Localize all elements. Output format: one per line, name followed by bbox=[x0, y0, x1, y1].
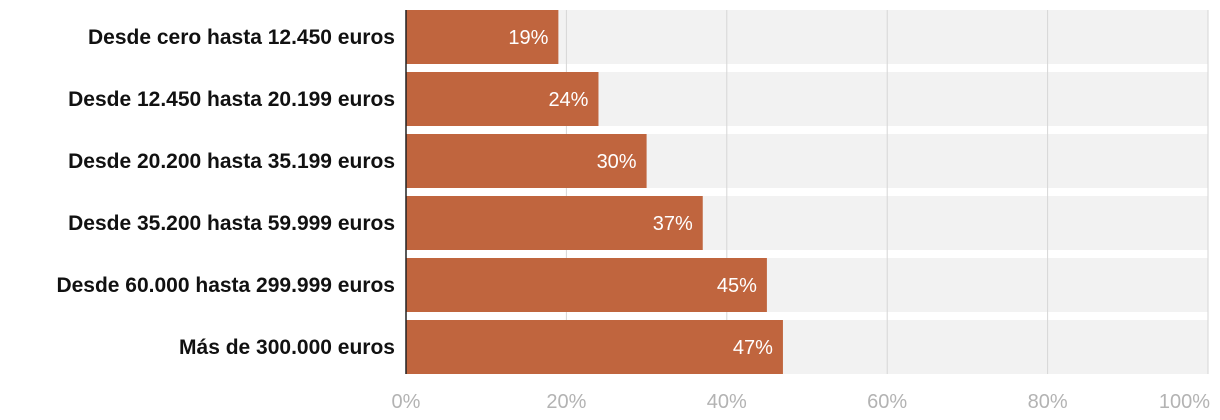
category-label: Desde cero hasta 12.450 euros bbox=[88, 26, 395, 49]
bar bbox=[406, 72, 599, 126]
x-tick-label: 40% bbox=[707, 391, 747, 413]
x-tick-label: 60% bbox=[867, 391, 907, 413]
value-label: 47% bbox=[733, 337, 773, 359]
bar bbox=[406, 258, 767, 312]
value-label: 37% bbox=[653, 213, 693, 235]
bar bbox=[406, 10, 559, 64]
value-labels: 19% 24% 30% 37% 45% 47% bbox=[508, 27, 773, 359]
bar bbox=[406, 320, 783, 374]
bar-tracks bbox=[406, 10, 1208, 374]
x-tick-label: 20% bbox=[546, 391, 586, 413]
x-tick-label: 100% bbox=[1159, 391, 1210, 413]
bar bbox=[406, 134, 647, 188]
category-label: Desde 35.200 hasta 59.999 euros bbox=[68, 212, 395, 235]
value-label: 30% bbox=[597, 151, 637, 173]
category-labels: Desde cero hasta 12.450 euros Desde 12.45… bbox=[56, 26, 395, 359]
category-label: Desde 20.200 hasta 35.199 euros bbox=[68, 150, 395, 173]
bars bbox=[406, 10, 783, 374]
gridlines bbox=[565, 10, 1209, 374]
category-label: Más de 300.000 euros bbox=[179, 336, 395, 359]
category-label: Desde 60.000 hasta 299.999 euros bbox=[56, 274, 395, 297]
value-label: 45% bbox=[717, 275, 757, 297]
value-label: 24% bbox=[548, 89, 588, 111]
category-label: Desde 12.450 hasta 20.199 euros bbox=[68, 88, 395, 111]
x-tick-label: 80% bbox=[1028, 391, 1068, 413]
x-axis-ticks: 0% 20% 40% 60% 80% 100% bbox=[392, 391, 1211, 413]
value-label: 19% bbox=[508, 27, 548, 49]
x-tick-label: 0% bbox=[392, 391, 421, 413]
bar bbox=[406, 196, 703, 250]
